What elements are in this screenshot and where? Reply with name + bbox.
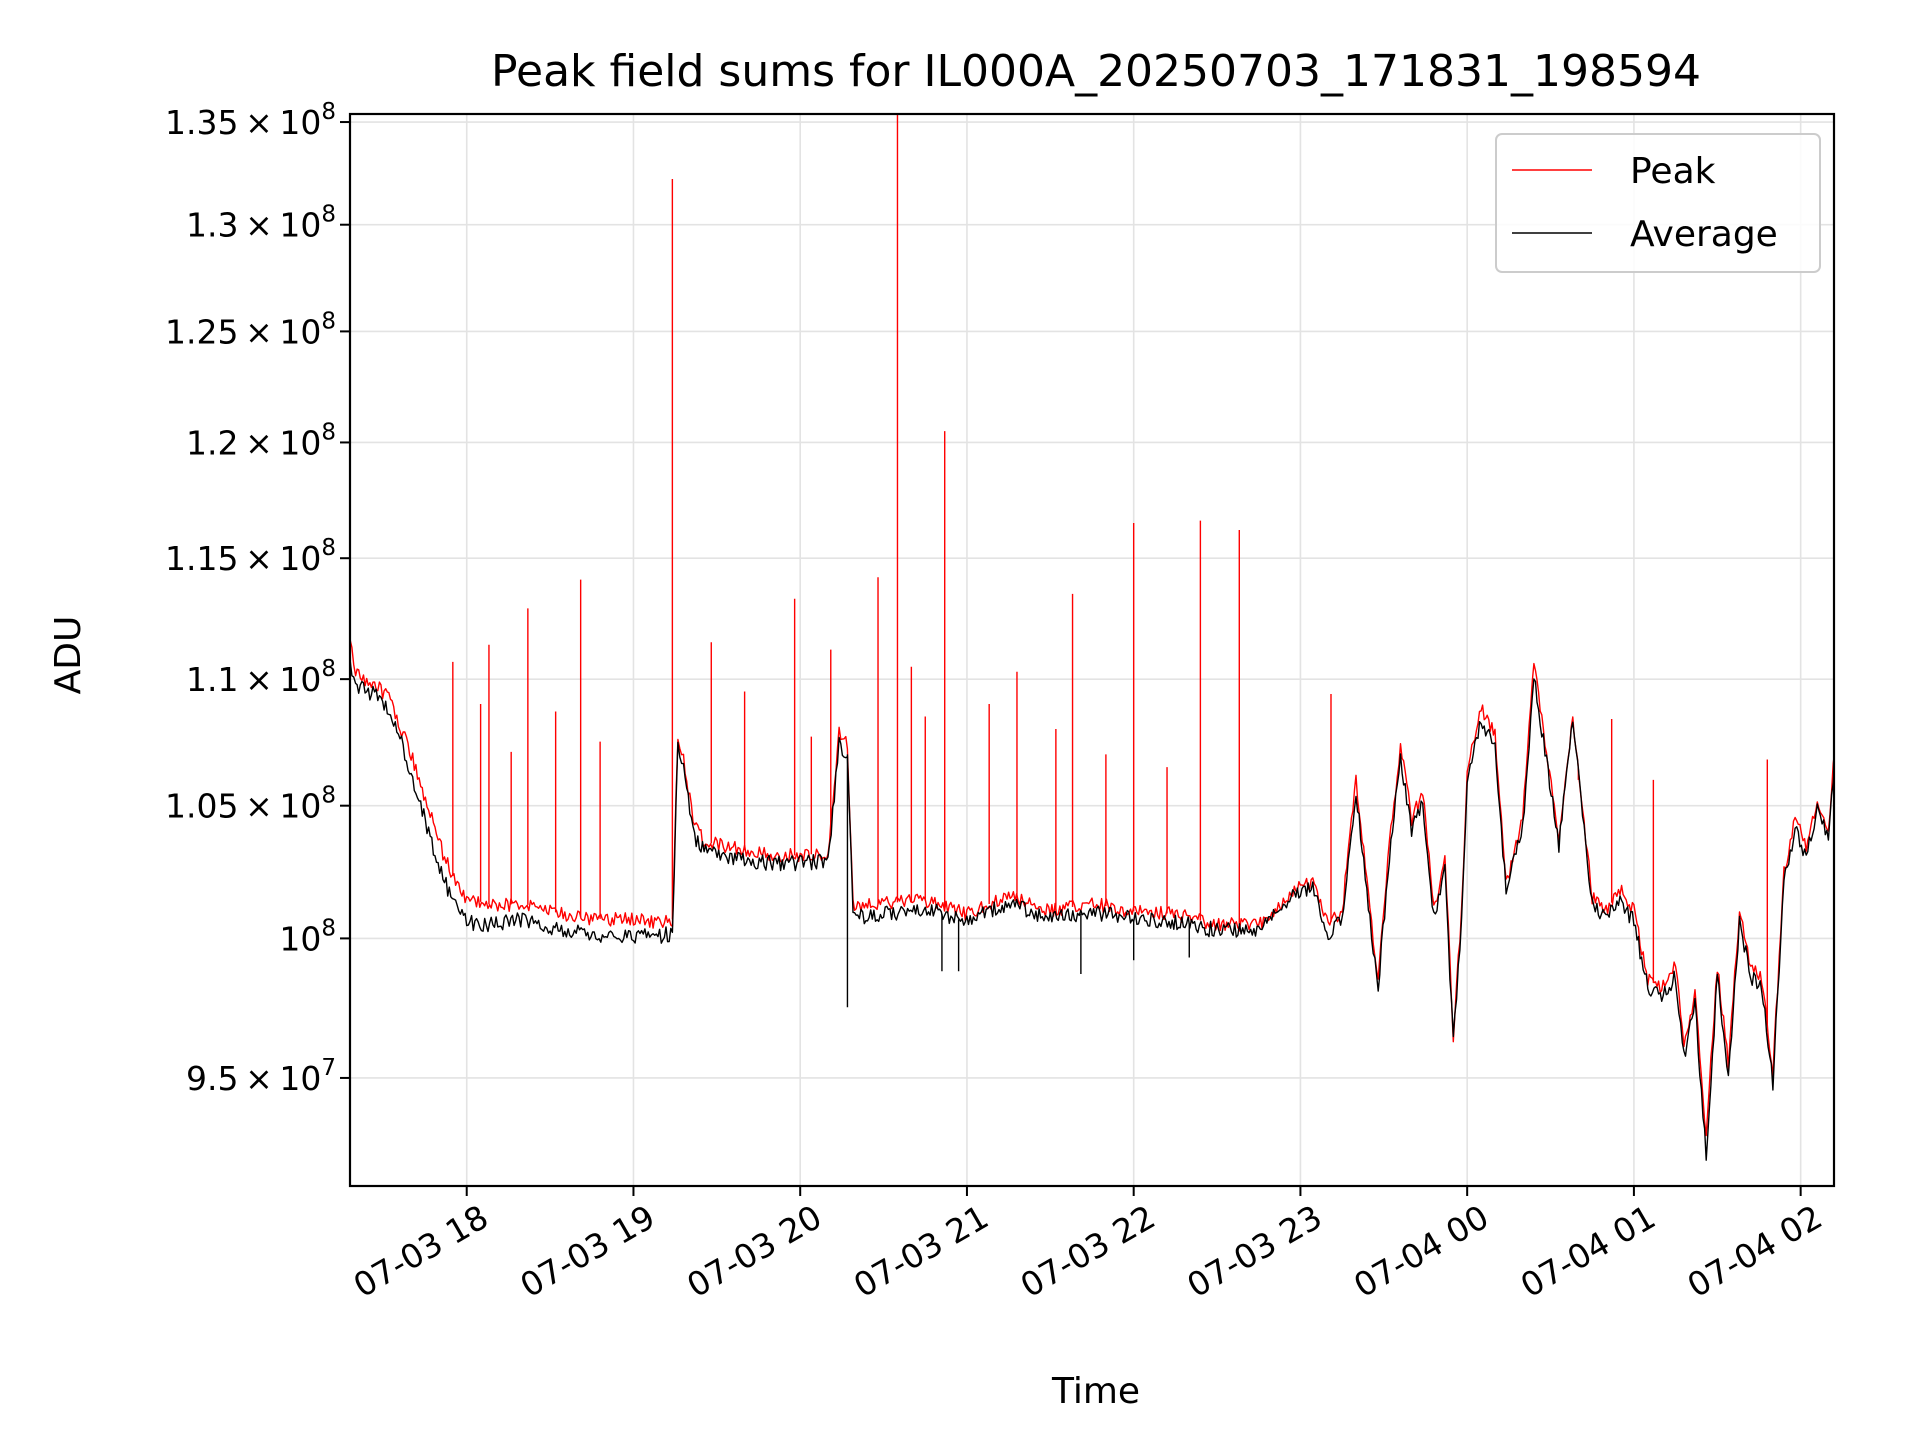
series-line-peak [350, 639, 1834, 1137]
grid [350, 114, 1834, 1186]
legend-box [1495, 133, 1821, 273]
chart-title: Peak field sums for IL000A_20250703_1718… [491, 46, 1701, 97]
legend: Peak Average [1495, 133, 1821, 273]
series-layer [350, 114, 1834, 1161]
y-tick-label: 1.15 × 108 [165, 535, 336, 578]
y-tick-label: 108 [279, 915, 336, 958]
y-tick-label: 1.35 × 108 [165, 99, 336, 142]
y-tick-label: 1.1 × 108 [186, 656, 336, 699]
y-tick-label: 1.05 × 108 [165, 783, 336, 826]
x-axis-label: Time [1051, 1371, 1140, 1412]
plot-frame [348, 112, 1836, 1188]
y-axis-label: ADU [48, 616, 89, 695]
legend-label-average: Average [1630, 214, 1778, 255]
y-tick-label: 1.3 × 108 [186, 202, 336, 245]
y-tick-label: 1.25 × 108 [165, 308, 336, 351]
y-tick-label: 1.2 × 108 [186, 419, 336, 462]
y-tick-label: 9.5 × 107 [186, 1055, 336, 1098]
legend-label-peak: Peak [1630, 151, 1716, 192]
series-line-average [350, 659, 1834, 1161]
